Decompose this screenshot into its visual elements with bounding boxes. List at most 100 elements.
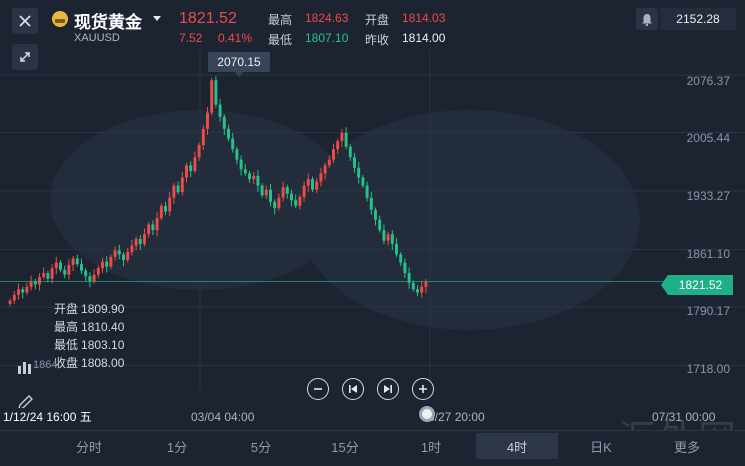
candle-body bbox=[12, 294, 16, 301]
fullscreen-button[interactable] bbox=[12, 44, 38, 70]
ohlc-open-value: 1809.90 bbox=[81, 302, 125, 316]
candle-body bbox=[323, 165, 327, 174]
instrument-name[interactable]: 现货黄金 bbox=[74, 13, 142, 32]
candle-body bbox=[260, 185, 264, 196]
candle-body bbox=[159, 205, 163, 218]
candle-body bbox=[302, 185, 306, 197]
candle-body bbox=[306, 179, 310, 186]
candle-body bbox=[218, 104, 222, 117]
high-value: 1824.63 bbox=[305, 11, 349, 25]
candle-body bbox=[50, 268, 54, 279]
candle-body bbox=[235, 149, 239, 160]
candle-body bbox=[210, 80, 214, 113]
high-label: 最高 bbox=[268, 13, 293, 27]
crosshair-handle[interactable] bbox=[419, 406, 435, 422]
price-change: 7.52 bbox=[179, 31, 203, 45]
x-axis-left-label: 1/12/24 16:00 五 bbox=[0, 408, 95, 425]
candle-body bbox=[344, 132, 348, 147]
candle-body bbox=[277, 197, 281, 209]
candle-body bbox=[54, 262, 58, 269]
candle-body bbox=[294, 200, 298, 206]
candle-body bbox=[239, 159, 243, 170]
candle-body bbox=[290, 193, 293, 201]
tab-5min[interactable]: 5分 bbox=[250, 439, 272, 455]
current-price-tag: 1821.52 bbox=[661, 275, 733, 295]
candle-body bbox=[42, 273, 46, 278]
candle-body bbox=[411, 282, 415, 290]
candle-body bbox=[189, 165, 193, 171]
candle-body bbox=[92, 274, 96, 282]
candlestick-chart[interactable] bbox=[0, 50, 745, 430]
candle-body bbox=[134, 239, 138, 246]
candle-body bbox=[424, 281, 428, 287]
zoom-out-button[interactable] bbox=[307, 378, 329, 400]
candle-body bbox=[269, 189, 272, 202]
candle-body bbox=[248, 173, 251, 180]
candle-body bbox=[285, 187, 289, 194]
candle-body bbox=[256, 175, 260, 186]
indicator-button[interactable] bbox=[12, 356, 38, 378]
candle-body bbox=[348, 146, 352, 158]
candle-body bbox=[273, 201, 277, 209]
candle-body bbox=[281, 187, 285, 198]
top-right-value: 2152.28 bbox=[660, 8, 736, 30]
bell-icon bbox=[642, 13, 652, 26]
ohlc-open-label: 开盘 bbox=[54, 302, 79, 316]
candle-body bbox=[311, 179, 314, 190]
candle-body bbox=[180, 177, 184, 193]
low-value: 1807.10 bbox=[305, 31, 349, 45]
candle-body bbox=[407, 273, 411, 283]
tab-daily[interactable]: 日K bbox=[590, 439, 612, 455]
candle-body bbox=[71, 258, 75, 265]
candle-body bbox=[168, 197, 172, 212]
scroll-left-button[interactable] bbox=[342, 378, 364, 400]
candle-body bbox=[382, 230, 386, 241]
candle-body bbox=[319, 173, 323, 182]
x-tick-label: 07/31 00:00 bbox=[652, 410, 716, 424]
bar-chart-icon bbox=[18, 362, 31, 374]
tab-more[interactable]: 更多 bbox=[673, 439, 700, 455]
candle-body bbox=[332, 149, 335, 160]
y-tick-label: 1790.17 bbox=[686, 304, 730, 318]
candle-body bbox=[138, 239, 142, 244]
candle-body bbox=[357, 167, 361, 178]
scroll-right-button[interactable] bbox=[377, 378, 399, 400]
candle-body bbox=[231, 138, 235, 150]
candle-body bbox=[164, 205, 167, 212]
candle-body bbox=[84, 270, 88, 277]
candle-body bbox=[403, 262, 407, 274]
candle-body bbox=[155, 217, 159, 231]
chevron-down-icon[interactable] bbox=[153, 16, 161, 21]
gold-coin-icon bbox=[52, 11, 68, 27]
ohlc-high: 最高 1810.40 bbox=[54, 318, 124, 335]
alert-button[interactable] bbox=[636, 8, 658, 30]
candle-body bbox=[122, 254, 125, 261]
tab-4hour[interactable]: 4时 bbox=[476, 433, 558, 459]
candle-body bbox=[33, 281, 37, 285]
tab-1hour[interactable]: 1时 bbox=[420, 439, 442, 455]
candle-body bbox=[46, 273, 50, 279]
candle-body bbox=[264, 189, 268, 196]
candle-body bbox=[59, 262, 62, 270]
quote-header: 现货黄金 XAUUSD 1821.52 7.52 0.41% 最高 1824.6… bbox=[0, 0, 745, 50]
candle-body bbox=[420, 286, 424, 293]
ohlc-low: 最低 1803.10 bbox=[54, 336, 124, 353]
tab-fenshi[interactable]: 分时 bbox=[75, 439, 102, 455]
tab-15min[interactable]: 15分 bbox=[331, 439, 359, 455]
zoom-in-button[interactable] bbox=[412, 378, 434, 400]
candle-body bbox=[227, 128, 230, 139]
y-tick-label: 1933.27 bbox=[686, 189, 730, 203]
close-button[interactable] bbox=[12, 8, 38, 34]
candle-body bbox=[8, 300, 12, 304]
candle-body bbox=[88, 276, 92, 282]
left-edge-value: 1864 bbox=[33, 359, 58, 371]
tab-1min[interactable]: 1分 bbox=[166, 439, 188, 455]
candle-body bbox=[197, 145, 201, 158]
candle-body bbox=[117, 250, 121, 255]
candle-body bbox=[176, 185, 180, 193]
candle-body bbox=[126, 252, 130, 261]
ohlc-low-label: 最低 bbox=[54, 338, 79, 352]
candle-body bbox=[374, 209, 377, 220]
candle-body bbox=[353, 157, 356, 168]
